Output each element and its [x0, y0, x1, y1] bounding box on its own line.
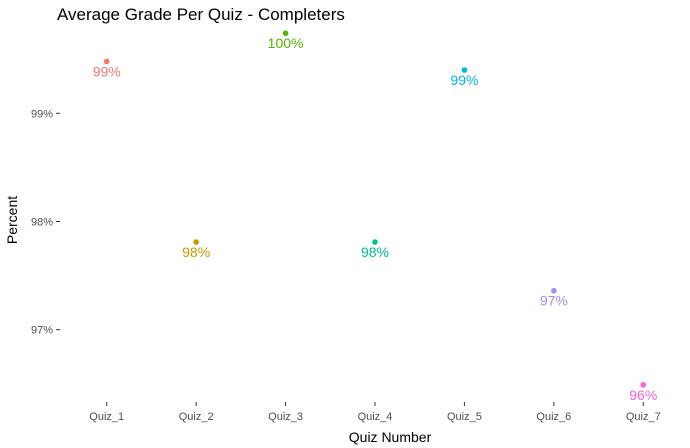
data-point — [193, 239, 199, 245]
x-axis-title: Quiz Number — [349, 429, 432, 445]
y-tick-label: 98% — [31, 216, 53, 228]
x-tick-label: Quiz_5 — [447, 411, 482, 423]
y-tick-label: 99% — [31, 108, 53, 120]
data-point — [372, 239, 378, 245]
data-point — [640, 382, 647, 388]
x-tick-label: Quiz_6 — [536, 411, 571, 423]
y-axis-title: Percent — [4, 196, 20, 244]
data-point — [103, 58, 110, 65]
data-label: 98% — [361, 244, 389, 260]
data-labels: 99% 98% 100% 98% 99% 97% 96% — [93, 35, 658, 403]
data-label: 100% — [268, 35, 304, 51]
data-label: 98% — [182, 244, 210, 260]
x-tick-label: Quiz_2 — [179, 411, 214, 423]
x-tick-label: Quiz_1 — [89, 411, 124, 423]
data-label: 99% — [450, 72, 478, 88]
x-tick-label: Quiz_7 — [626, 411, 661, 423]
chart-title: Average Grade Per Quiz - Completers — [57, 5, 345, 24]
data-label: 97% — [540, 293, 568, 309]
x-tick-label: Quiz_4 — [358, 411, 393, 423]
y-axis: 97% 98% 99% — [31, 108, 60, 337]
data-label: 96% — [629, 387, 657, 403]
data-point — [551, 287, 557, 294]
data-label: 99% — [93, 63, 121, 79]
data-point — [282, 30, 289, 37]
data-points — [103, 30, 647, 388]
data-point — [461, 67, 468, 73]
y-tick-label: 97% — [31, 325, 53, 337]
x-axis: Quiz_1 Quiz_2 Quiz_3 Quiz_4 Quiz_5 Quiz_6 Quiz… — [89, 402, 661, 423]
x-tick-label: Quiz_3 — [268, 411, 303, 423]
